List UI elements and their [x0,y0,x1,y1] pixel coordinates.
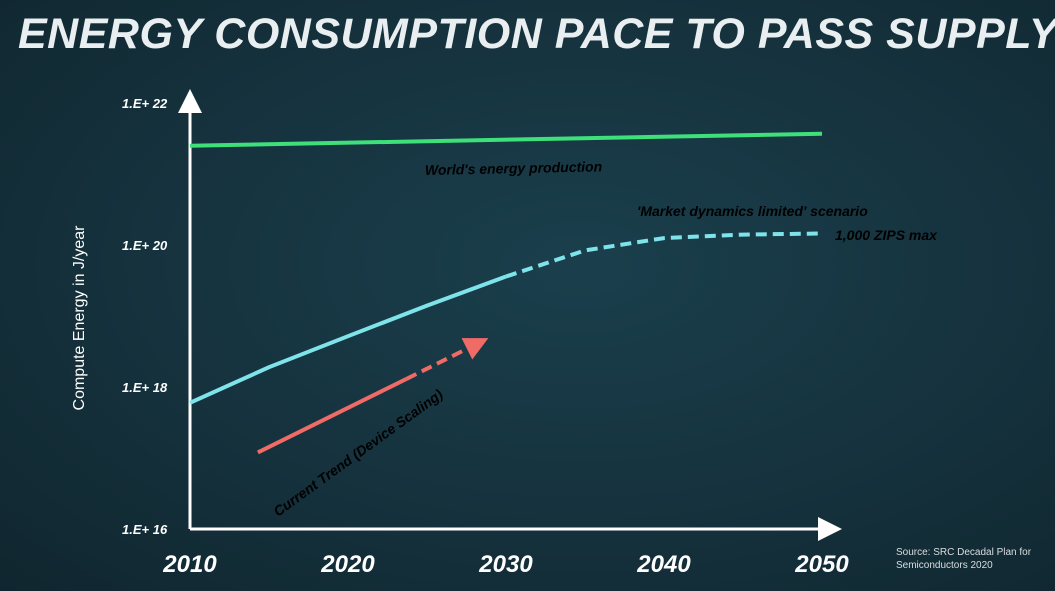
annotation-market-scenario: 'Market dynamics limited' scenario [637,203,868,219]
x-axis-ticks: 2010 2020 2030 2040 2050 [162,551,849,578]
x-tick-label: 2020 [320,551,375,578]
x-tick-label: 2050 [794,551,849,578]
series-line [189,274,507,405]
y-axis-ticks: 1.E+ 16 1.E+ 18 1.E+ 20 1.E+ 22 [122,96,168,537]
x-tick-label: 2010 [162,551,217,578]
y-axis-label: Compute Energy in J/year [71,225,88,411]
source-line: Semiconductors 2020 [896,560,993,571]
series-line [257,377,408,455]
y-tick-label: 1.E+ 16 [122,522,168,537]
annotation-energy-production: World's energy production [425,158,603,178]
y-tick-label: 1.E+ 18 [122,380,168,395]
series-group [189,131,823,455]
x-tick-label: 2030 [478,551,533,578]
axes [178,89,842,541]
source-line: Source: SRC Decadal Plan for [896,547,1032,558]
page-title: ENERGY CONSUMPTION PACE TO PASS SUPPLY [18,10,1055,58]
source-note: Source: SRC Decadal Plan for Semiconduct… [896,546,1046,572]
series-line [405,338,489,381]
y-tick-label: 1.E+ 22 [122,96,168,111]
y-tick-label: 1.E+ 20 [122,238,168,253]
annotation-zips-max: 1,000 ZIPS max [835,227,938,243]
annotation-current-trend: Current Trend (Device Scaling) [270,386,446,520]
series-line [505,231,823,279]
series-line [189,131,823,148]
x-tick-label: 2040 [636,551,691,578]
